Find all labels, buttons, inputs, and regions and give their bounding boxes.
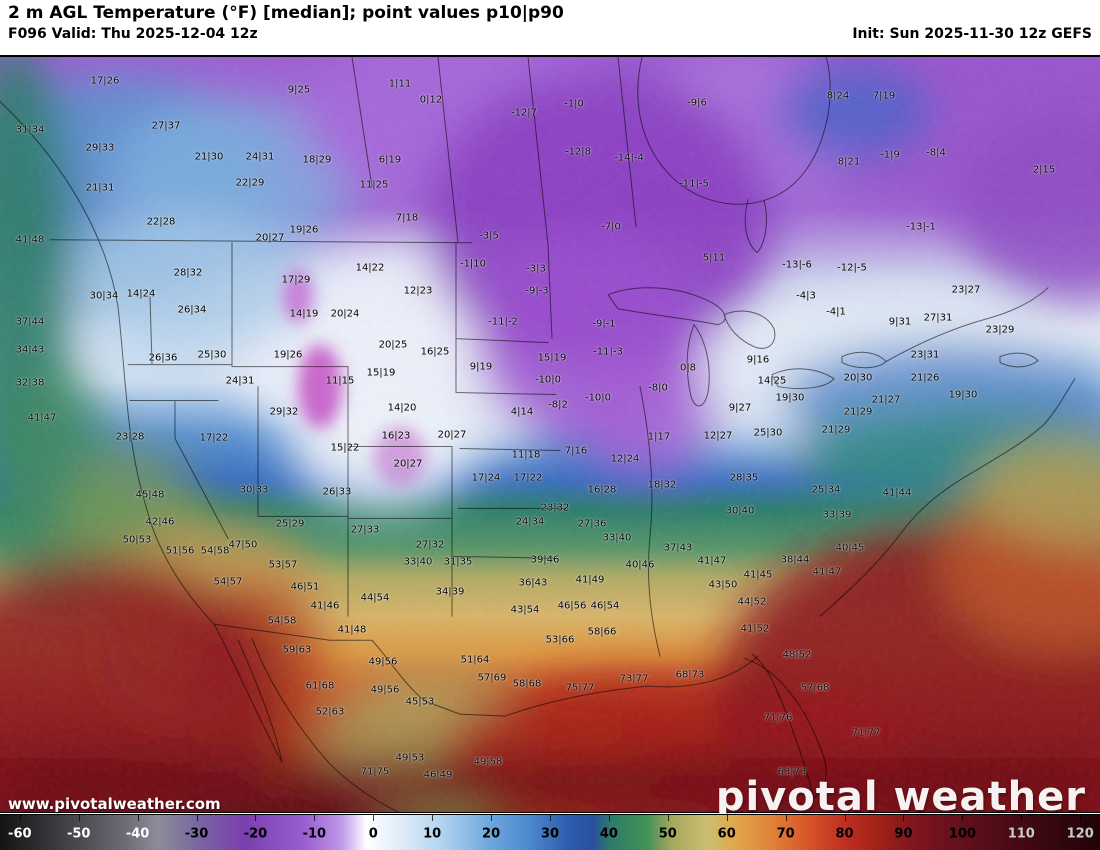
colorbar-tick-mark: [78, 815, 80, 821]
colorbar-tick-mark: [785, 815, 787, 821]
colorbar-tick-mark: [726, 815, 728, 821]
colorbar-tick-mark: [608, 815, 610, 821]
colorbar-tick-label: -50: [66, 826, 91, 842]
colorbar-tick-label: -30: [184, 826, 209, 842]
colorbar-tick-label: 20: [482, 826, 501, 842]
colorbar-tick-mark: [314, 815, 316, 821]
map-title: 2 m AGL Temperature (°F) [median]; point…: [8, 3, 564, 23]
colorbar-tick-mark: [667, 815, 669, 821]
colorbar-tick-mark: [196, 815, 198, 821]
temperature-field-svg: [0, 57, 1100, 812]
colorbar-tick-mark: [903, 815, 905, 821]
colorbar-tick-mark: [137, 815, 139, 821]
colorbar-tick-mark: [550, 815, 551, 821]
colorbar-tick-label: 110: [1007, 826, 1035, 842]
colorbar-tick-label: 50: [658, 826, 677, 842]
colorbar-tick-mark: [432, 815, 434, 821]
model-init-time: Init: Sun 2025-11-30 12z GEFS: [852, 26, 1092, 42]
colorbar-tick-label: 80: [835, 826, 854, 842]
colorbar-tick-label: 40: [599, 826, 618, 842]
colorbar-tick-label: -60: [8, 826, 32, 842]
temperature-map[interactable]: [0, 57, 1100, 813]
colorbar-tick-mark: [844, 815, 846, 821]
colorbar-tick-label: 100: [948, 826, 976, 842]
colorbar-tick-label: 60: [717, 826, 736, 842]
colorbar: -60 -50 -40 -30 -20 -10 0 10 20 30 40 50 60 70 80 90 100…: [0, 814, 1100, 850]
colorbar-tick-mark: [255, 815, 257, 821]
colorbar-tick-mark: [1080, 815, 1082, 821]
colorbar-tick-label: -10: [302, 826, 327, 842]
colorbar-tick-mark: [19, 815, 21, 821]
colorbar-tick-mark: [1021, 815, 1023, 821]
colorbar-tick-mark: [373, 815, 375, 821]
colorbar-tick-label: 30: [540, 826, 560, 842]
forecast-valid-time: F096 Valid: Thu 2025-12-04 12z: [8, 26, 258, 42]
colorbar-tick-label: 10: [423, 826, 442, 842]
colorbar-tick-mark: [491, 815, 493, 821]
map-header: 2 m AGL Temperature (°F) [median]; point…: [0, 0, 1100, 57]
colorbar-tick-label: -40: [125, 826, 150, 842]
terrain-grain-texture: [0, 57, 1100, 812]
colorbar-tick-label: 70: [776, 826, 795, 842]
colorbar-tick-label: 120: [1066, 826, 1094, 842]
coastline-and-borders: [0, 57, 1076, 812]
colorbar-tick-mark: [962, 815, 964, 821]
colorbar-tick-label: 0: [368, 826, 378, 842]
colorbar-tick-label: -20: [243, 826, 268, 842]
colorbar-tick-label: 90: [894, 826, 913, 842]
